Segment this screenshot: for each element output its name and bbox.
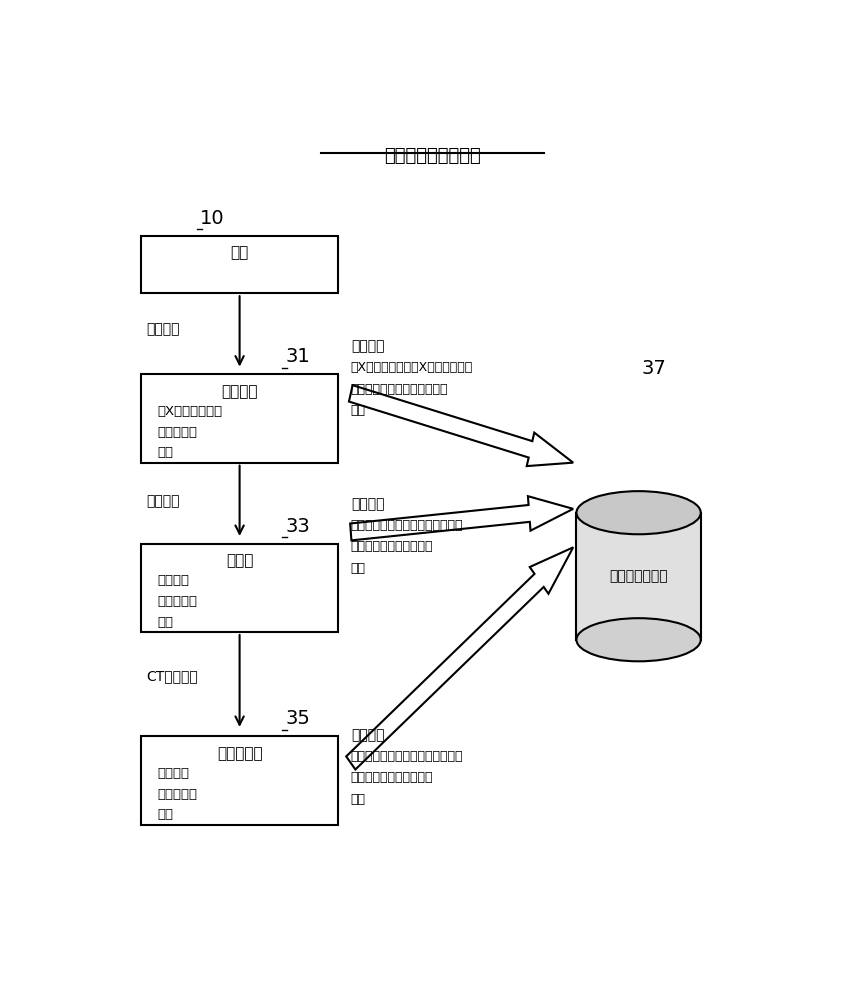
Text: 原始数据: 原始数据 xyxy=(146,322,180,336)
Text: 校正参数: 校正参数 xyxy=(351,728,384,742)
Text: 重建部: 重建部 xyxy=(226,554,253,569)
Polygon shape xyxy=(349,385,573,466)
Bar xyxy=(142,544,338,632)
Text: 校正参数: 校正参数 xyxy=(351,497,384,511)
Text: 等: 等 xyxy=(351,562,365,575)
Bar xyxy=(142,374,338,463)
Text: ・环校正: ・环校正 xyxy=(158,574,190,587)
Text: 前处理部: 前处理部 xyxy=(221,384,257,399)
Text: 等: 等 xyxy=(158,446,174,459)
Text: ・偏移校正: ・偏移校正 xyxy=(158,426,197,439)
Bar xyxy=(576,513,701,640)
Text: 等: 等 xyxy=(351,404,365,417)
Text: 等: 等 xyxy=(351,793,365,806)
Text: 投影数据: 投影数据 xyxy=(146,494,180,508)
Text: ・噪音降低: ・噪音降低 xyxy=(158,595,197,608)
Ellipse shape xyxy=(576,491,701,534)
Text: 35: 35 xyxy=(285,709,311,728)
Polygon shape xyxy=(350,496,573,540)
Ellipse shape xyxy=(576,618,701,661)
Text: ・环校正（处理强度・迭代次数）: ・环校正（处理强度・迭代次数） xyxy=(351,519,463,532)
Text: ・噪音降低: ・噪音降低 xyxy=(158,788,197,801)
Text: CT图像数据: CT图像数据 xyxy=(146,669,197,683)
Text: 10: 10 xyxy=(200,209,225,228)
Text: ・环校正（处理强度・迭代次数）: ・环校正（处理强度・迭代次数） xyxy=(351,750,463,763)
Polygon shape xyxy=(346,547,573,769)
Text: 等: 等 xyxy=(158,616,174,629)
Text: ・X射线强度校正（X射线输出值）: ・X射线强度校正（X射线输出值） xyxy=(351,361,473,374)
Text: 图像处理部: 图像处理部 xyxy=(217,746,262,761)
Text: ・环校正: ・环校正 xyxy=(158,767,190,780)
Bar xyxy=(142,235,338,293)
Bar xyxy=(142,736,338,825)
Text: 架台: 架台 xyxy=(230,246,249,261)
Text: ・噪音降低（处理强度）: ・噪音降低（处理强度） xyxy=(351,540,433,553)
Text: 校正参数的收集阶段: 校正参数的收集阶段 xyxy=(384,147,481,165)
Text: ・噪音降低（处理强度）: ・噪音降低（处理强度） xyxy=(351,771,433,784)
Text: 37: 37 xyxy=(642,359,667,378)
Text: 33: 33 xyxy=(285,517,310,536)
Text: 等: 等 xyxy=(158,808,174,821)
Text: 31: 31 xyxy=(285,347,310,366)
Text: ・X射线强度校正: ・X射线强度校正 xyxy=(158,405,223,418)
Text: 校正参数: 校正参数 xyxy=(351,339,384,353)
Text: ・偏移校正（检测器输出值）: ・偏移校正（检测器输出值） xyxy=(351,383,448,396)
Text: 校正参数存储部: 校正参数存储部 xyxy=(609,569,668,583)
